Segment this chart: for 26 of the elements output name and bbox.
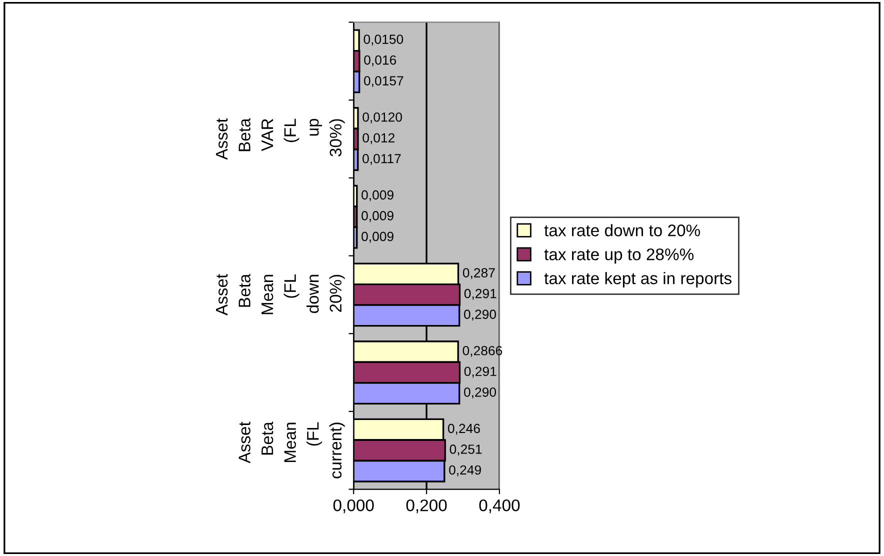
y-tick-label: Asset Beta VAR (FL up 30%) [216,118,345,160]
data-label: 0,0150 [364,34,404,46]
data-label: 0,251 [450,444,482,456]
x-tick-label: 0,200 [406,499,447,514]
data-label: 0,0117 [362,154,401,165]
legend-label: tax rate down to 20% [544,224,700,236]
data-label: 0,009 [362,190,394,202]
x-tick-label: 0,400 [479,499,520,514]
data-label: 0,0120 [362,112,402,124]
legend-label: tax rate kept as in reports [544,272,732,288]
data-label: 0,291 [464,366,496,378]
data-label: 0,009 [362,211,394,222]
legend-label: tax rate up to 28%% [544,248,694,264]
y-tick-label: Asset Beta Mean (FL current) [238,422,345,478]
data-label: 0,290 [464,310,496,321]
data-label: 0,291 [464,288,496,300]
x-tick-label: 0,000 [333,499,374,514]
data-label: 0,249 [449,465,481,476]
data-label: 0,0157 [364,76,404,88]
data-label: 0,287 [462,268,495,280]
data-label: 0,009 [362,232,394,243]
data-label: 0,290 [464,387,496,398]
data-label: 0,246 [448,424,480,435]
y-tick-label: Asset Beta Mean (FL down 20%) [216,274,345,316]
data-label: 0,016 [364,55,396,66]
data-label: 0,012 [362,133,394,144]
